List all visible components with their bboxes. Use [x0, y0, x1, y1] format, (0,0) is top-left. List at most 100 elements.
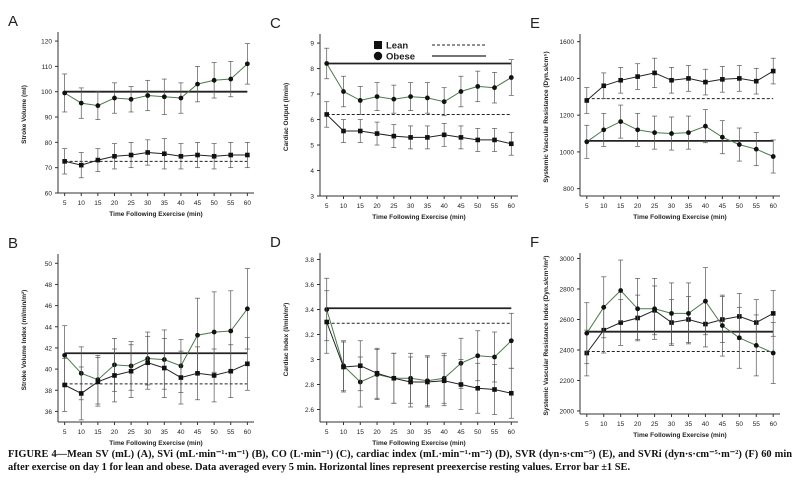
x-tick-label: 40	[177, 429, 185, 436]
x-tick-label: 60	[770, 421, 778, 428]
x-tick-label: 15	[357, 429, 365, 436]
x-tick-label: 45	[719, 203, 727, 210]
y-tick-label: 2000	[560, 408, 575, 415]
obese-point	[78, 100, 84, 106]
x-tick-label: 10	[340, 429, 348, 436]
x-tick-label: 25	[127, 429, 135, 436]
obese-point	[584, 139, 590, 145]
obese-point	[341, 89, 346, 94]
lean-point	[374, 131, 380, 136]
obese-point	[128, 96, 134, 102]
lean-point	[62, 382, 67, 388]
y-tick-label: 1400	[560, 76, 575, 83]
panel-a: A 60 70 80 90 100 110 120 5 10 15 20 25 30 35 40 45 50 55 6…	[8, 13, 254, 218]
lean-point	[584, 98, 590, 103]
obese-point	[475, 353, 481, 359]
y-tick-label: 50	[45, 261, 53, 268]
y-tick-label: 1200	[560, 113, 575, 120]
legend-lean-marker	[374, 41, 382, 49]
series-line-obese	[64, 308, 248, 381]
x-tick-label: 45	[457, 203, 465, 210]
obese-point	[475, 84, 481, 89]
obese-point	[211, 329, 217, 335]
x-tick-label: 30	[668, 421, 676, 428]
y-tick-label: 48	[45, 282, 53, 289]
x-tick-label: 50	[736, 203, 744, 210]
x-tick-label: 20	[373, 203, 381, 210]
y-axis-label: Stroke Volume (ml)	[21, 85, 28, 144]
obese-point	[424, 95, 430, 101]
lean-point	[374, 370, 380, 376]
lean-point	[475, 385, 481, 391]
x-tick-label: 30	[668, 203, 676, 210]
x-tick-label: 25	[390, 429, 398, 436]
obese-point	[145, 93, 151, 98]
x-tick-label: 40	[441, 429, 449, 436]
y-tick-label: 2800	[560, 287, 575, 294]
y-tick-label: 40	[45, 367, 53, 374]
lean-point	[62, 159, 67, 164]
x-tick-label: 50	[474, 429, 482, 436]
y-tick-label: 44	[45, 324, 53, 331]
lean-point	[601, 83, 607, 89]
y-tick-label: 2200	[560, 378, 575, 385]
lean-point	[408, 135, 413, 140]
x-tick-label: 60	[244, 429, 252, 436]
y-tick-label: 70	[45, 165, 53, 172]
series-line-obese	[586, 121, 774, 157]
y-tick-label: 4	[310, 168, 314, 175]
obese-point	[112, 95, 117, 101]
obese-point	[492, 354, 497, 360]
y-tick-label: 3	[310, 194, 314, 201]
x-tick-label: 20	[634, 203, 642, 210]
y-tick-label: 2.8	[305, 382, 314, 389]
panel-f: F 2000 2200 2400 2600 2800 3000 5 10 15 20 25 30 35 40…	[530, 234, 780, 439]
lean-point	[128, 368, 134, 374]
x-tick-label: 30	[407, 429, 415, 436]
y-axis-label: Cardiac Index (l/min/m²)	[283, 303, 290, 377]
x-tick-label: 15	[357, 203, 365, 210]
lean-point	[357, 128, 363, 134]
lean-point	[211, 153, 217, 159]
obese-point	[753, 343, 759, 348]
x-tick-label: 50	[211, 200, 219, 207]
panel-d: D 2.6 2.8 3 3.2 3.4 3.6 3.8 5 10 15 20 25 30 35 40 45 50 5…	[270, 234, 518, 447]
lean-point	[492, 137, 497, 143]
lean-point	[492, 387, 497, 392]
y-tick-label: 3.8	[305, 257, 314, 264]
x-axis-label: Time Following Exercise (min)	[633, 214, 726, 221]
x-tick-label: 10	[340, 203, 348, 210]
lean-point	[408, 379, 413, 385]
obese-point	[374, 94, 380, 100]
x-tick-label: 50	[736, 421, 744, 428]
series-line-lean	[586, 309, 774, 354]
lean-point	[95, 379, 101, 385]
obese-point	[770, 350, 776, 356]
y-tick-label: 2.6	[305, 407, 314, 414]
lean-point	[508, 390, 514, 396]
x-tick-label: 55	[491, 203, 499, 210]
y-tick-label: 100	[41, 89, 52, 96]
obese-point	[441, 99, 447, 105]
lean-point	[425, 135, 430, 140]
obese-point	[95, 103, 101, 109]
obese-point	[652, 130, 657, 136]
lean-point	[391, 375, 397, 381]
series-line-lean	[64, 151, 248, 166]
x-tick-label: 5	[325, 203, 329, 210]
lean-point	[753, 78, 759, 84]
obese-point	[652, 306, 657, 312]
obese-point	[62, 90, 68, 96]
obese-point	[736, 142, 742, 147]
panel-letter: E	[530, 15, 540, 32]
obese-point	[357, 98, 363, 103]
obese-point	[244, 306, 250, 312]
obese-point	[669, 310, 674, 316]
obese-point	[584, 330, 590, 336]
lean-point	[95, 157, 101, 163]
x-tick-label: 35	[424, 429, 432, 436]
y-tick-label: 120	[41, 39, 52, 46]
x-tick-label: 5	[325, 429, 329, 436]
x-tick-label: 60	[508, 203, 516, 210]
